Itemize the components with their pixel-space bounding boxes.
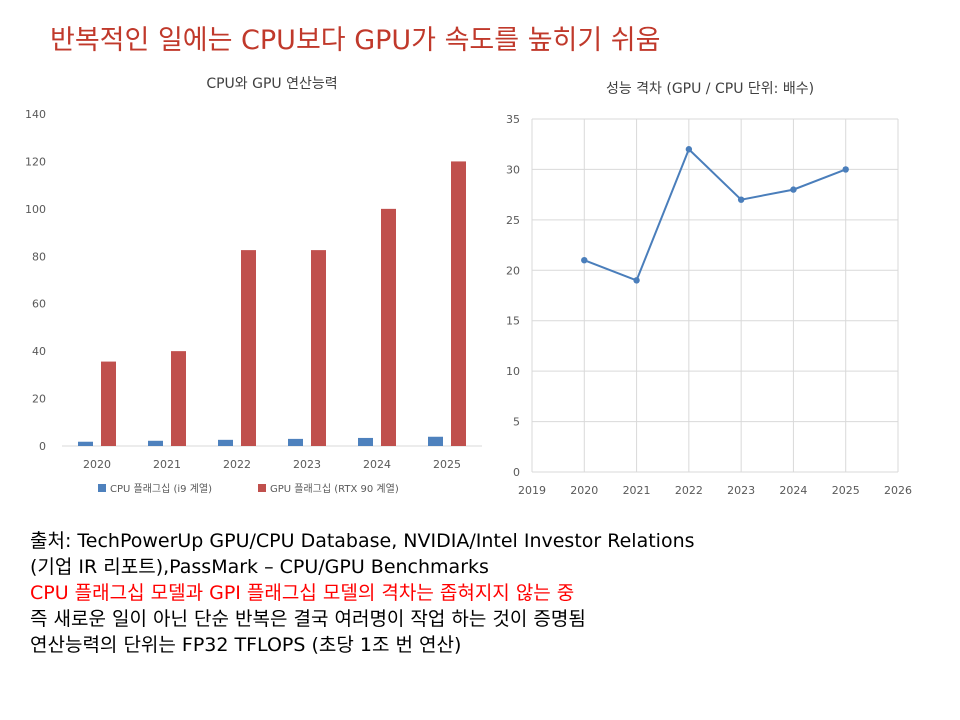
line-chart-title: 성능 격차 (GPU / CPU 단위: 배수) bbox=[606, 81, 814, 97]
y-tick-label: 30 bbox=[506, 163, 520, 176]
y-tick-label: 40 bbox=[32, 345, 46, 358]
gap-data-point bbox=[790, 186, 797, 193]
x-tick-label: 2023 bbox=[293, 458, 321, 471]
y-tick-label: 100 bbox=[25, 203, 46, 216]
x-tick-label: 2024 bbox=[363, 458, 391, 471]
notes-block: 출처: TechPowerUp GPU/CPU Database, NVIDIA… bbox=[30, 528, 950, 658]
x-tick-label: 2020 bbox=[570, 484, 598, 497]
x-tick-label: 2025 bbox=[433, 458, 461, 471]
gap-data-point bbox=[581, 257, 588, 264]
y-tick-label: 120 bbox=[25, 155, 46, 168]
x-tick-label: 2019 bbox=[518, 484, 546, 497]
y-tick-label: 80 bbox=[32, 250, 46, 263]
cpu-bar bbox=[428, 436, 443, 446]
gap-series-line bbox=[583, 147, 847, 282]
y-tick-label: 25 bbox=[506, 214, 520, 227]
gap-data-point bbox=[737, 196, 745, 203]
x-tick-label: 2023 bbox=[727, 484, 755, 497]
y-tick-label: 35 bbox=[506, 113, 520, 126]
cpu-bar bbox=[358, 437, 373, 446]
gap-data-point bbox=[633, 277, 640, 284]
y-tick-label: 10 bbox=[506, 365, 520, 378]
x-tick-label: 2022 bbox=[675, 484, 703, 497]
gpu-bar bbox=[381, 208, 396, 446]
gpu-bar bbox=[171, 351, 186, 446]
x-tick-label: 2022 bbox=[223, 458, 251, 471]
compute-bar-chart: CPU와 GPU 연산능력 0 20 40 60 80 100 120 140 2020 2021 2… bbox=[0, 60, 490, 510]
x-tick-label: 2025 bbox=[832, 484, 860, 497]
unit-note: 연산능력의 단위는 FP32 TFLOPS (초당 1조 번 연산) bbox=[30, 634, 462, 656]
gap-data-point bbox=[685, 146, 693, 153]
source-note-line1: 출처: TechPowerUp GPU/CPU Database, NVIDIA… bbox=[30, 530, 695, 552]
cpu-bar bbox=[148, 440, 163, 446]
gap-line-chart: 성능 격차 (GPU / CPU 단위: 배수) 0 5 10 15 20 25 30 35 20… bbox=[480, 68, 940, 508]
y-tick-label: 20 bbox=[32, 393, 46, 406]
cpu-bar bbox=[218, 439, 233, 446]
page-title: 반복적인 일에는 CPU보다 GPU가 속도를 높히기 쉬움 bbox=[50, 25, 661, 56]
legend-label-cpu: CPU 플래그십 (i9 계열) bbox=[110, 483, 212, 495]
compute-bar-chart-svg: CPU와 GPU 연산능력 0 20 40 60 80 100 120 140 2020 2021 2… bbox=[25, 76, 482, 495]
y-tick-label: 0 bbox=[39, 440, 46, 453]
gpu-bar bbox=[451, 161, 466, 446]
x-tick-label: 2021 bbox=[153, 458, 181, 471]
cpu-bar bbox=[288, 438, 303, 446]
x-tick-label: 2021 bbox=[623, 484, 651, 497]
gpu-bar bbox=[101, 361, 116, 446]
conclusion-note: 즉 새로운 일이 아닌 단순 반복은 결국 여러명이 작업 하는 것이 증명됨 bbox=[30, 608, 586, 630]
x-tick-label: 2020 bbox=[83, 458, 111, 471]
cpu-bar bbox=[78, 441, 93, 446]
source-note-line2: (기업 IR 리포트),PassMark – CPU/GPU Benchmark… bbox=[30, 556, 489, 578]
gap-line-chart-svg: 성능 격차 (GPU / CPU 단위: 배수)0510152025303520… bbox=[506, 81, 912, 497]
legend-swatch-cpu bbox=[98, 484, 106, 492]
gpu-bar bbox=[241, 250, 256, 446]
y-tick-label: 0 bbox=[513, 466, 520, 479]
bar-chart-title: CPU와 GPU 연산능력 bbox=[206, 76, 337, 92]
legend-swatch-gpu bbox=[258, 484, 266, 492]
x-tick-label: 2026 bbox=[884, 484, 912, 497]
y-tick-label: 20 bbox=[506, 264, 520, 277]
x-tick-label: 2024 bbox=[779, 484, 807, 497]
highlight-note: CPU 플래그십 모델과 GPI 플래그십 모델의 격차는 좁혀지지 않는 중 bbox=[30, 582, 575, 604]
gap-data-point bbox=[842, 166, 849, 173]
y-tick-label: 140 bbox=[25, 108, 46, 121]
legend-label-gpu: GPU 플래그십 (RTX 90 계열) bbox=[270, 483, 399, 495]
y-tick-label: 5 bbox=[513, 416, 520, 429]
y-tick-label: 60 bbox=[32, 298, 46, 311]
y-tick-label: 15 bbox=[506, 315, 520, 328]
gpu-bar bbox=[311, 250, 326, 446]
